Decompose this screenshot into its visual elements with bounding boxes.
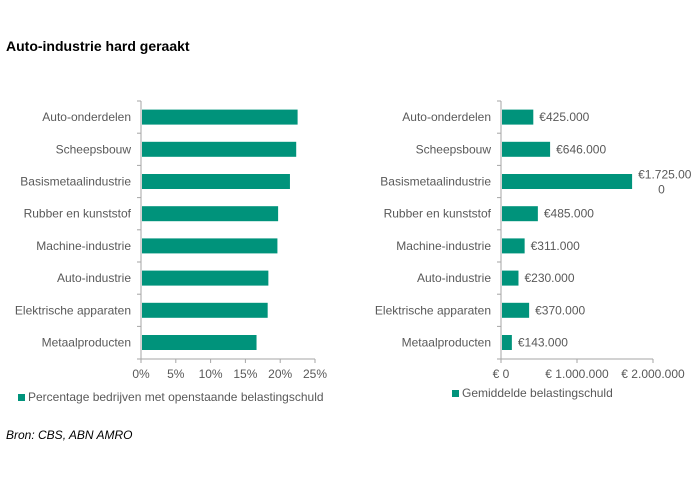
chart1-bar <box>142 174 290 189</box>
chart1-category-label: Machine-industrie <box>36 239 131 253</box>
chart2-x-tick-label: € 1.000.000 <box>545 367 609 381</box>
chart2-category-label: Basismetaalindustrie <box>380 175 491 189</box>
chart1-bar <box>142 335 257 350</box>
chart1-bar <box>142 109 298 125</box>
chart1-bar <box>142 141 297 157</box>
chart2-category-label: Elektrische apparaten <box>375 303 491 317</box>
chart2-data-label: €425.000 <box>539 110 589 124</box>
chart2-x-tick-label: € 2.000.000 <box>621 367 685 381</box>
page-title: Auto-industrie hard geraakt <box>6 38 190 54</box>
chart2-x-tick-label: € 0 <box>493 367 510 381</box>
chart1-bar <box>142 270 269 286</box>
chart2-data-label: €230.000 <box>524 271 574 285</box>
chart1-x-tick-label: 0% <box>132 367 150 381</box>
chart1-x-tick-label: 15% <box>233 367 257 381</box>
chart1-x-tick-label: 20% <box>268 367 292 381</box>
chart2-data-label: €646.000 <box>556 142 606 156</box>
chart2-data-label: €370.000 <box>535 303 585 317</box>
chart1-category-label: Basismetaalindustrie <box>20 175 131 189</box>
chart2-bar <box>502 206 538 222</box>
chart2-bar <box>502 109 534 125</box>
chart1-category-label: Auto-industrie <box>57 271 131 285</box>
chart1-x-tick-label: 10% <box>199 367 223 381</box>
chart2-bar <box>502 141 551 157</box>
chart2-bar <box>502 270 519 286</box>
chart1-category-label: Scheepsbouw <box>56 142 132 156</box>
chart2-bar <box>502 174 633 189</box>
chart1-category-label: Auto-onderdelen <box>42 110 131 124</box>
chart2-category-label: Auto-industrie <box>417 271 491 285</box>
chart1-bar <box>142 238 278 254</box>
chart2-legend-label: Gemiddelde belastingschuld <box>462 386 613 400</box>
chart2-data-label: €143.000 <box>518 336 568 350</box>
chart1-category-label: Rubber en kunststof <box>24 207 132 221</box>
chart2-bar <box>502 302 530 318</box>
chart2-legend-swatch <box>452 390 459 397</box>
chart2-category-label: Scheepsbouw <box>416 142 492 156</box>
chart2-bar <box>502 335 512 350</box>
chart1-category-label: Elektrische apparaten <box>15 303 131 317</box>
chart2-data-label: €485.000 <box>544 207 594 221</box>
chart1-legend-label: Percentage bedrijven met openstaande bel… <box>28 390 324 404</box>
chart2-category-label: Metaalproducten <box>402 336 491 350</box>
chart1-bar <box>142 302 268 318</box>
chart1-x-tick-label: 5% <box>167 367 185 381</box>
chart2-category-label: Auto-onderdelen <box>402 110 491 124</box>
chart1-x-tick-label: 25% <box>303 367 327 381</box>
chart1-category-label: Metaalproducten <box>42 336 131 350</box>
chart2-category-label: Machine-industrie <box>396 239 491 253</box>
chart2-data-label: €311.000 <box>531 239 580 253</box>
charts-svg: 0% 5% 10% 15% 20% 25% Auto-onderdelen Scheepsbo… <box>15 100 692 404</box>
source-note: Bron: CBS, ABN AMRO <box>6 428 133 442</box>
chart2-data-label: €1.725.00 0 <box>638 168 692 197</box>
chart2-bar <box>502 238 525 254</box>
chart2-category-label: Rubber en kunststof <box>384 207 492 221</box>
chart1-legend-swatch <box>18 394 25 401</box>
chart1-bar <box>142 206 279 222</box>
